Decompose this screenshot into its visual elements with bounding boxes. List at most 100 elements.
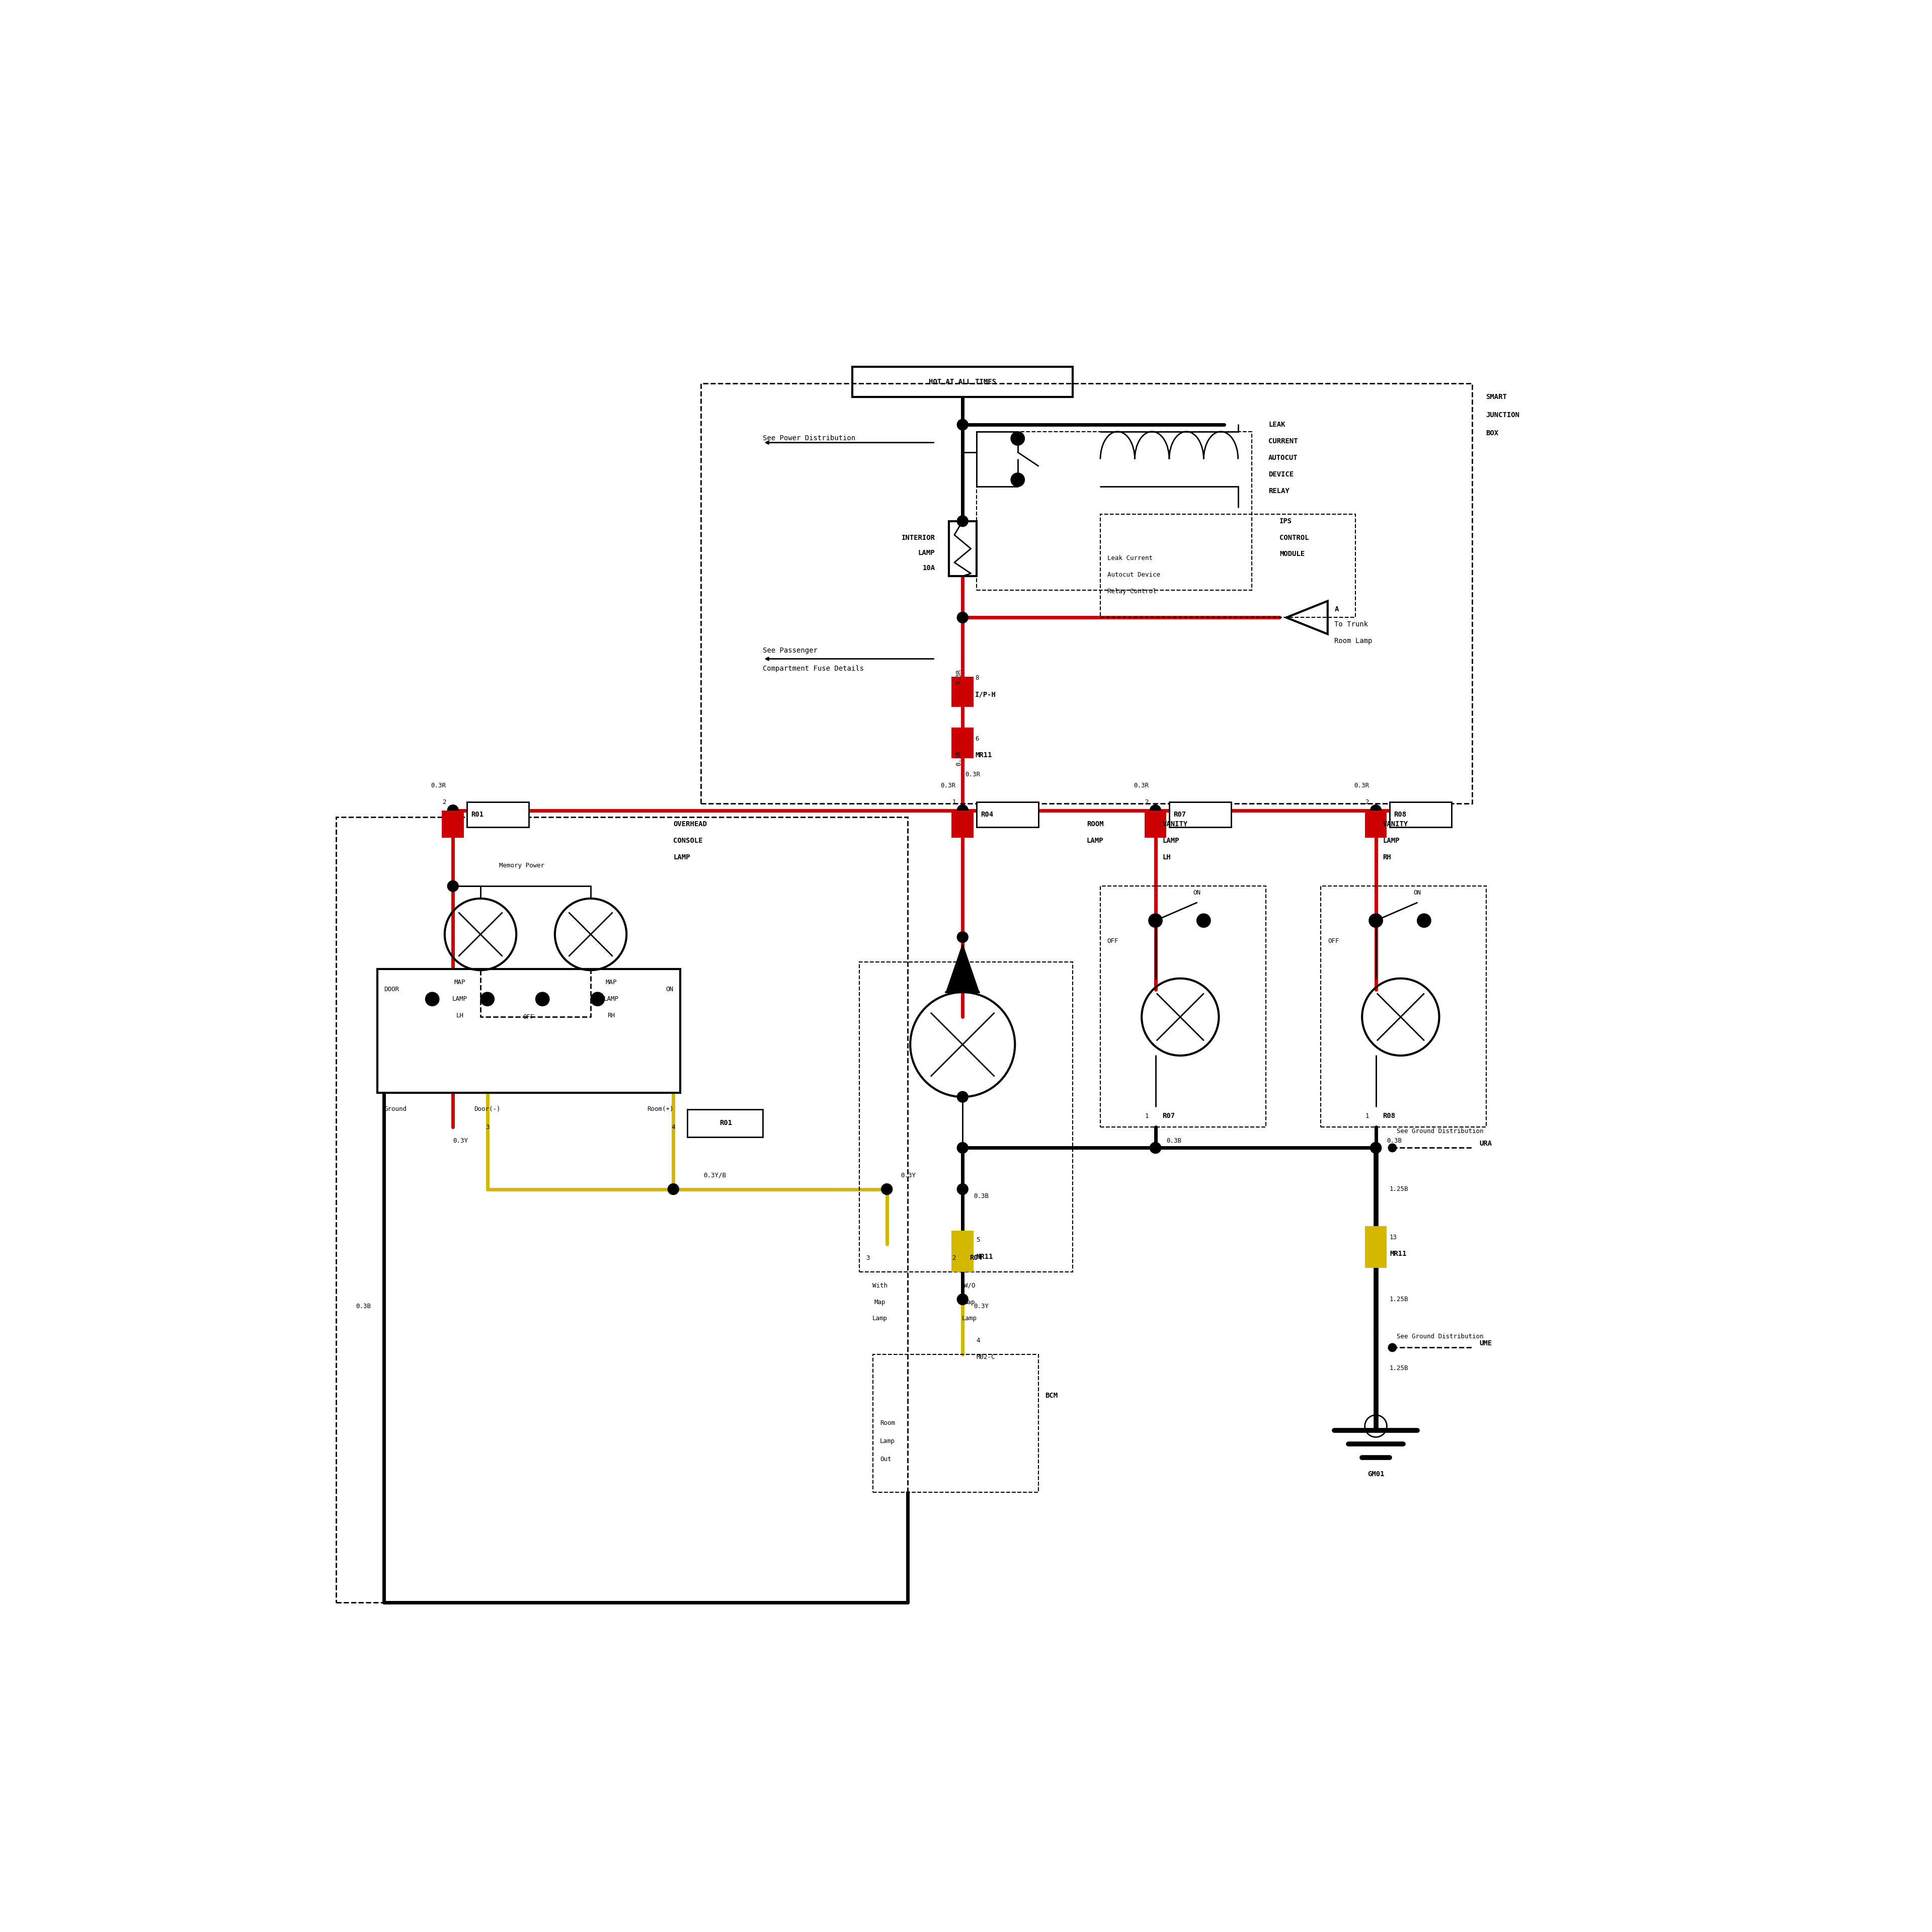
Circle shape xyxy=(1010,431,1024,446)
Text: CONTROL: CONTROL xyxy=(1279,533,1308,541)
Text: GM01: GM01 xyxy=(1368,1470,1383,1478)
Text: MR11: MR11 xyxy=(976,1254,993,1260)
Text: OFF: OFF xyxy=(1327,937,1339,945)
Circle shape xyxy=(425,993,439,1007)
Text: 0.3Y/B: 0.3Y/B xyxy=(703,1173,726,1179)
Circle shape xyxy=(535,993,549,1007)
Circle shape xyxy=(956,516,968,527)
Circle shape xyxy=(956,931,968,943)
Bar xyxy=(1389,802,1451,827)
Circle shape xyxy=(1150,1142,1161,1153)
Text: Memory Power: Memory Power xyxy=(498,862,545,869)
Circle shape xyxy=(956,419,968,431)
Text: MAP: MAP xyxy=(607,980,616,985)
Bar xyxy=(1364,1227,1387,1267)
Text: Map: Map xyxy=(964,1298,976,1306)
Circle shape xyxy=(448,806,458,815)
Circle shape xyxy=(1148,914,1163,927)
Polygon shape xyxy=(947,945,980,993)
Text: RH: RH xyxy=(607,1012,614,1018)
Bar xyxy=(1169,802,1231,827)
Text: OFF: OFF xyxy=(1107,937,1119,945)
Text: R01: R01 xyxy=(719,1119,732,1126)
Bar xyxy=(688,1109,763,1136)
Circle shape xyxy=(956,1294,968,1304)
Text: R07: R07 xyxy=(1173,811,1186,817)
Bar xyxy=(852,367,1072,398)
Text: 1.25B: 1.25B xyxy=(1389,1366,1408,1372)
Circle shape xyxy=(1150,806,1161,815)
Text: 4: 4 xyxy=(976,1337,980,1345)
Text: ROOM: ROOM xyxy=(1086,821,1103,827)
Circle shape xyxy=(1418,914,1432,927)
Text: See Passenger: See Passenger xyxy=(763,647,817,655)
Circle shape xyxy=(1370,806,1381,815)
Text: Room Lamp: Room Lamp xyxy=(1335,638,1372,645)
Text: VANITY: VANITY xyxy=(1383,821,1408,827)
Text: LH: LH xyxy=(1163,854,1171,862)
Bar xyxy=(860,962,1072,1271)
Bar xyxy=(336,817,908,1602)
Circle shape xyxy=(448,881,458,893)
Bar xyxy=(976,431,1252,589)
Text: ON: ON xyxy=(1414,891,1420,896)
Text: JUNCTION: JUNCTION xyxy=(1486,412,1520,419)
Circle shape xyxy=(1010,473,1024,487)
Text: R04: R04 xyxy=(970,1254,981,1262)
Bar xyxy=(976,802,1037,827)
Text: 0.3B: 0.3B xyxy=(355,1302,371,1310)
Bar xyxy=(1101,514,1354,618)
Bar xyxy=(1364,810,1387,838)
Text: 0.3Y: 0.3Y xyxy=(900,1173,916,1179)
Text: 2: 2 xyxy=(442,798,446,806)
Circle shape xyxy=(881,1184,893,1194)
Text: 0.3R: 0.3R xyxy=(1134,782,1148,788)
Text: 2: 2 xyxy=(1146,798,1148,806)
Text: LEAK: LEAK xyxy=(1269,421,1285,429)
Text: LAMP: LAMP xyxy=(1086,837,1103,844)
Text: Room(+): Room(+) xyxy=(647,1105,674,1113)
Text: 0.3R: 0.3R xyxy=(1354,782,1370,788)
Text: Leak Current: Leak Current xyxy=(1107,554,1153,562)
Text: Lamp: Lamp xyxy=(873,1316,887,1321)
Text: To Trunk: To Trunk xyxy=(1335,620,1368,628)
Text: 5: 5 xyxy=(976,1236,980,1244)
Text: MODULE: MODULE xyxy=(1279,551,1304,558)
Text: Lamp: Lamp xyxy=(879,1437,895,1445)
Circle shape xyxy=(1370,1142,1381,1153)
Text: ON: ON xyxy=(667,985,674,993)
Circle shape xyxy=(1150,1142,1161,1153)
Text: 8: 8 xyxy=(976,674,980,682)
Text: 0.3B: 0.3B xyxy=(974,1192,989,1200)
Text: R04: R04 xyxy=(981,811,993,817)
Text: IPS: IPS xyxy=(1279,518,1293,526)
Text: 2: 2 xyxy=(952,1254,956,1262)
Text: CONSOLE: CONSOLE xyxy=(674,837,703,844)
Text: Lamp: Lamp xyxy=(962,1316,978,1321)
Bar xyxy=(952,810,974,838)
Text: 0.3B: 0.3B xyxy=(1387,1138,1403,1144)
Bar xyxy=(952,728,974,757)
Circle shape xyxy=(956,1092,968,1103)
Text: W/O: W/O xyxy=(964,1283,976,1289)
Text: 3: 3 xyxy=(485,1124,489,1130)
Circle shape xyxy=(1370,914,1383,927)
Text: M02-C: M02-C xyxy=(976,1354,995,1360)
Circle shape xyxy=(956,806,968,815)
Text: OFF: OFF xyxy=(524,1014,535,1020)
Text: With: With xyxy=(873,1283,887,1289)
Text: 0.3B: 0.3B xyxy=(1167,1138,1182,1144)
Circle shape xyxy=(1389,1343,1397,1352)
Circle shape xyxy=(591,993,605,1007)
Text: Map: Map xyxy=(875,1298,885,1306)
Bar xyxy=(952,1231,974,1271)
Text: See Ground Distribution: See Ground Distribution xyxy=(1397,1128,1484,1134)
Text: 1.25B: 1.25B xyxy=(1389,1296,1408,1302)
Text: LAMP: LAMP xyxy=(1383,837,1399,844)
Text: LAMP: LAMP xyxy=(605,995,618,1003)
Text: 0.3Y: 0.3Y xyxy=(452,1138,468,1144)
Bar xyxy=(442,810,464,838)
Circle shape xyxy=(956,1238,968,1250)
Text: SMART: SMART xyxy=(1486,394,1507,400)
Text: LAMP: LAMP xyxy=(918,549,935,556)
